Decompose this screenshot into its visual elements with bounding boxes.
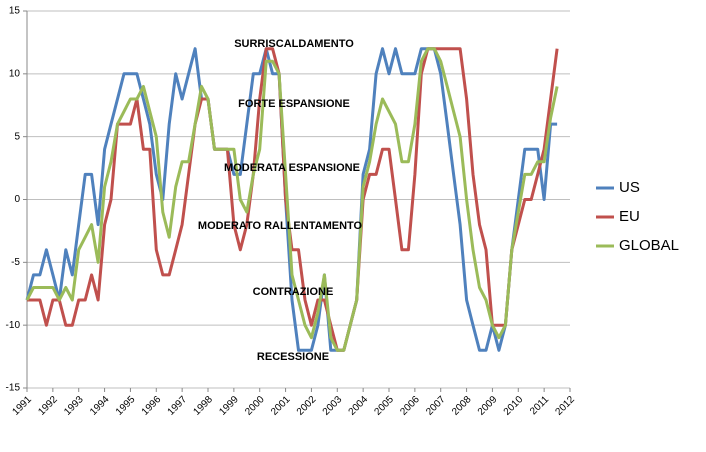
x-tick-label: 1995 — [114, 394, 138, 418]
series-line — [27, 47, 559, 352]
annotation: FORTE ESPANSIONE — [238, 98, 350, 110]
series-line — [25, 47, 558, 352]
x-tick-label: 2003 — [321, 394, 345, 418]
x-tick-label: 2001 — [269, 394, 293, 418]
y-tick-label: 0 — [14, 194, 20, 205]
x-tick-label: 2002 — [295, 394, 319, 418]
x-tick-label: 2010 — [502, 394, 526, 418]
x-tick-label: 2004 — [347, 394, 371, 418]
x-tick-label: 1991 — [10, 394, 34, 418]
annotation: RECESSIONE — [257, 351, 329, 363]
y-tick-label: 5 — [14, 131, 20, 142]
y-tick-label: -10 — [6, 320, 21, 331]
x-tick-label: 1994 — [88, 394, 112, 418]
x-tick-label: 2009 — [476, 394, 500, 418]
y-tick-label: 10 — [9, 68, 21, 79]
x-tick-label: 2012 — [553, 394, 577, 418]
x-tick-label: 2000 — [243, 394, 267, 418]
x-tick-label: 1997 — [166, 394, 190, 418]
x-tick-label: 2008 — [450, 394, 474, 418]
annotation: SURRISCALDAMENTO — [234, 38, 354, 50]
series-line — [25, 47, 559, 352]
x-tick-label: 1999 — [217, 394, 241, 418]
annotation: MODERATO RALLENTAMENTO — [198, 220, 363, 232]
x-tick-label: 2005 — [372, 394, 396, 418]
y-tick-label: -15 — [6, 383, 21, 394]
x-tick-label: 2011 — [528, 394, 551, 417]
x-tick-label: 1992 — [36, 394, 60, 418]
legend-label: US — [619, 179, 640, 196]
x-tick-label: 1998 — [191, 394, 215, 418]
legend-label: GLOBAL — [619, 237, 679, 254]
x-tick-label: 2007 — [424, 394, 448, 418]
annotation: CONTRAZIONE — [253, 286, 334, 298]
legend-label: EU — [619, 208, 640, 225]
annotation: MODERATA ESPANSIONE — [224, 162, 360, 174]
y-tick-label: 15 — [9, 6, 21, 17]
y-tick-label: -5 — [11, 257, 20, 268]
x-tick-label: 2006 — [398, 394, 422, 418]
x-tick-label: 1996 — [140, 394, 164, 418]
x-tick-label: 1993 — [62, 394, 86, 418]
